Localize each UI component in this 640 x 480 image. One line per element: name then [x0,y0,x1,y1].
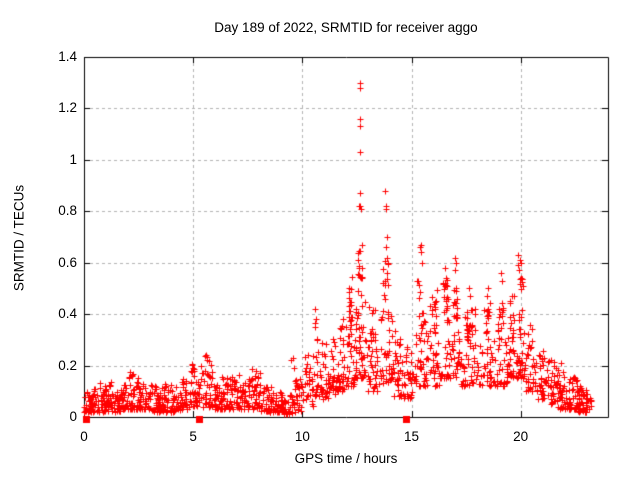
y-tick-label: 0.6 [58,254,77,270]
y-tick-label: 0 [69,409,77,424]
y-tick-label: 0.8 [58,203,77,219]
y-tick-label: 1 [69,151,77,167]
x-tick-label: 20 [513,429,529,444]
y-tick-label: 0.4 [58,306,77,322]
x-axis-label: GPS time / hours [294,451,398,466]
x-tick-label: 5 [189,429,197,444]
chart-title: Day 189 of 2022, SRMTID for receiver agg… [214,20,478,35]
x-tick-label: 10 [294,429,310,444]
x-tick-label: 15 [403,429,420,444]
y-axis-label: SRMTID / TECUs [11,184,27,292]
y-tick-label: 1.2 [58,100,77,116]
x-tick-label: 0 [80,429,88,444]
y-tick-label: 1.4 [58,49,77,64]
y-tick-label: 0.2 [58,357,77,373]
